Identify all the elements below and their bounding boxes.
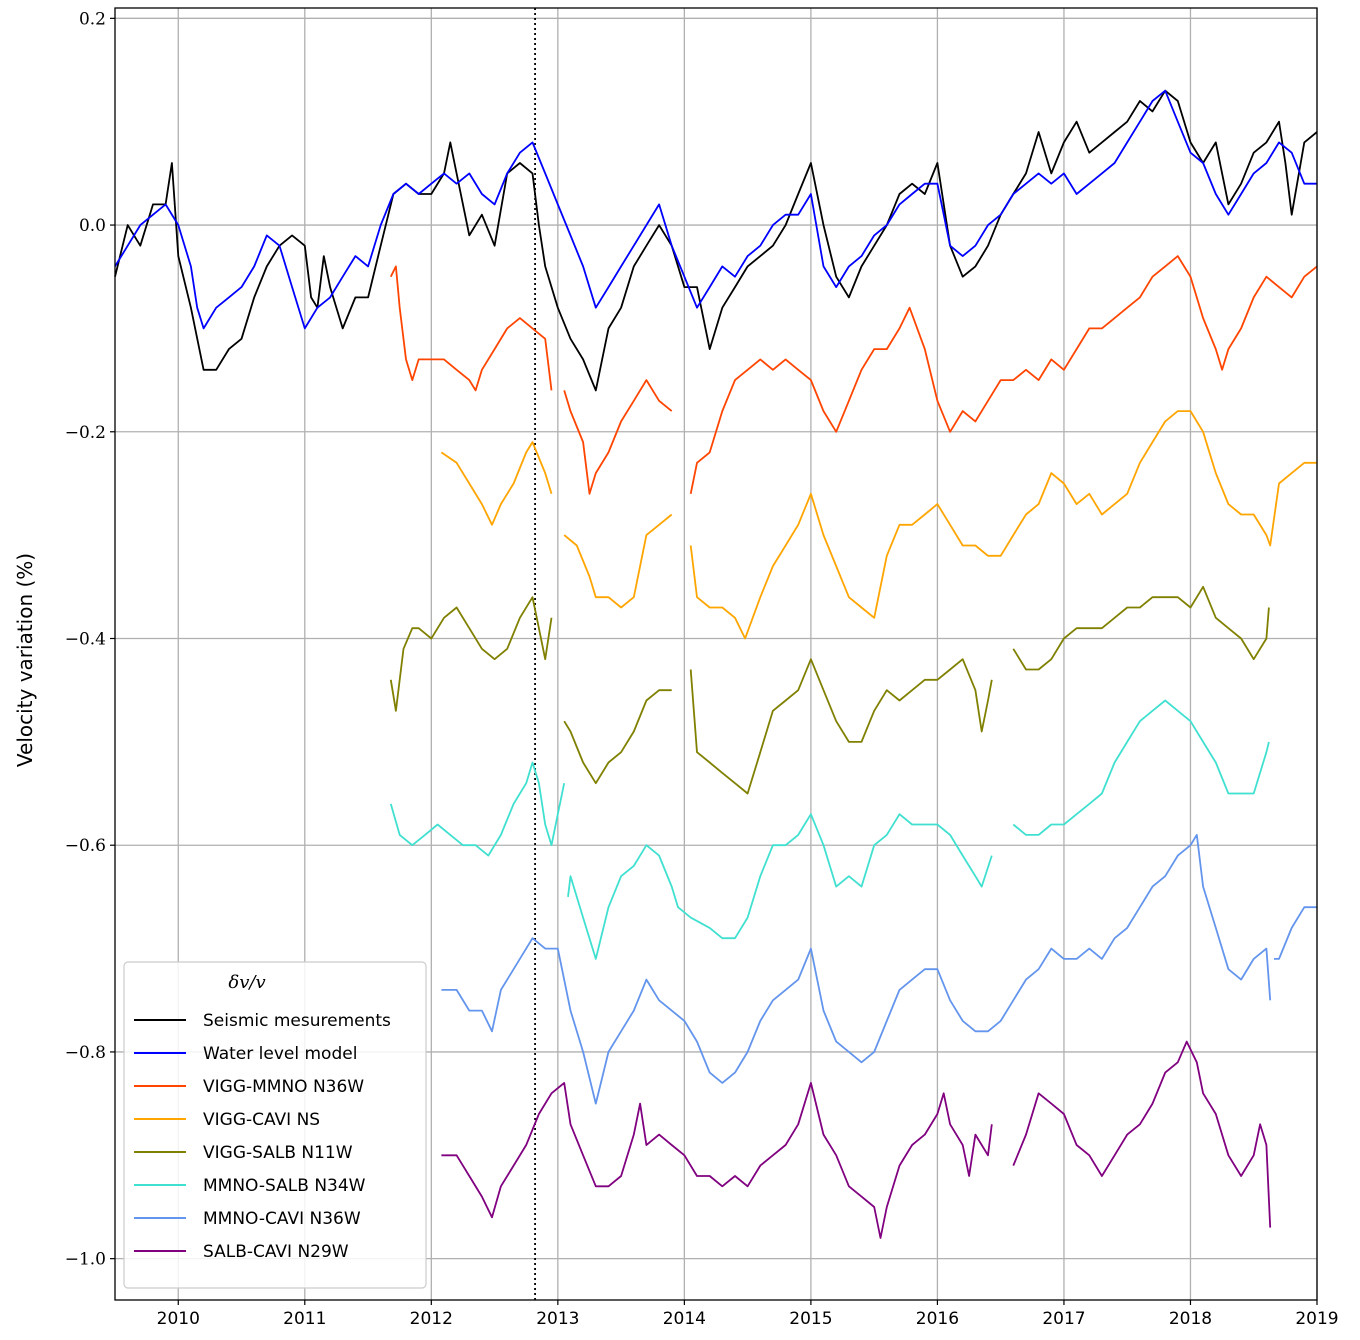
series-vigg-salb-n11w: [389, 585, 1270, 795]
y-tick-label: −0.4: [65, 629, 106, 649]
series-line-segment: [1012, 699, 1270, 836]
legend-label: VIGG-MMNO N36W: [203, 1077, 364, 1097]
legend-label: VIGG-SALB N11W: [203, 1143, 353, 1163]
y-tick-label: −0.2: [65, 423, 106, 443]
series-line-segment: [440, 441, 553, 526]
series-vigg-mmno-n36w: [389, 255, 1318, 495]
series-line-segment: [114, 89, 1317, 330]
x-tick-label: 2010: [157, 1309, 200, 1329]
series-salb-cavi-n29w: [441, 1040, 1272, 1239]
x-tick-label: 2018: [1169, 1309, 1212, 1329]
legend-title: δv/v: [228, 972, 265, 993]
x-tick-label: 2011: [283, 1309, 326, 1329]
plot-frame: [114, 7, 1318, 1301]
series-line-segment: [689, 410, 1317, 640]
tick-labels: 2010 2011 2012 2013 2014 2015 2016 2017 2018 2019…: [65, 9, 1339, 1329]
series-line-segment: [1274, 906, 1317, 960]
y-tick-label: 0.0: [79, 216, 106, 236]
series-lines: [114, 89, 1318, 1239]
legend-label: SALB-CAVI N29W: [203, 1242, 349, 1262]
legend-box: [123, 961, 427, 1289]
series-mmno-cavi-n36w: [441, 834, 1317, 1105]
series-vigg-cavi-ns: [440, 410, 1317, 640]
series-line-segment: [389, 265, 553, 392]
x-tick-label: 2019: [1295, 1309, 1338, 1329]
series-line-segment: [441, 1082, 993, 1239]
x-tick-label: 2015: [789, 1309, 832, 1329]
y-tick-label: −1.0: [65, 1250, 106, 1270]
series-line-segment: [389, 761, 566, 857]
x-tick-label: 2016: [916, 1309, 959, 1329]
series-line-segment: [1012, 585, 1270, 671]
series-seismic-mesurements: [114, 89, 1318, 392]
legend-label: VIGG-CAVI NS: [203, 1110, 320, 1130]
y-tick-label: −0.8: [65, 1043, 106, 1063]
y-axis-label: Velocity variation (%): [13, 553, 37, 767]
legend-label: MMNO-SALB N34W: [203, 1176, 366, 1196]
series-line-segment: [389, 596, 553, 712]
legend-label: Seismic mesurements: [203, 1011, 391, 1031]
series-mmno-salb-n34w: [389, 699, 1270, 960]
x-tick-label: 2017: [1042, 1309, 1085, 1329]
x-tick-label: 2013: [536, 1309, 579, 1329]
series-water-level-model: [114, 89, 1317, 330]
y-tick-label: −0.6: [65, 836, 106, 856]
series-line-segment: [563, 513, 673, 609]
axes: [114, 7, 1318, 1301]
series-line-segment: [114, 89, 1318, 392]
x-tick-label: 2014: [663, 1309, 706, 1329]
series-line-segment: [441, 834, 1272, 1105]
series-line-segment: [567, 813, 993, 960]
series-line-segment: [1012, 1040, 1272, 1228]
legend: δv/v Seismic mesurements Water level model…: [123, 961, 427, 1289]
series-line-segment: [689, 255, 1318, 494]
legend-label: Water level model: [203, 1044, 357, 1064]
series-line-segment: [689, 658, 993, 795]
x-tick-label: 2012: [410, 1309, 453, 1329]
legend-label: MMNO-CAVI N36W: [203, 1209, 361, 1229]
series-line-segment: [563, 379, 673, 495]
y-tick-label: 0.2: [79, 9, 106, 29]
series-line-segment: [563, 689, 672, 785]
